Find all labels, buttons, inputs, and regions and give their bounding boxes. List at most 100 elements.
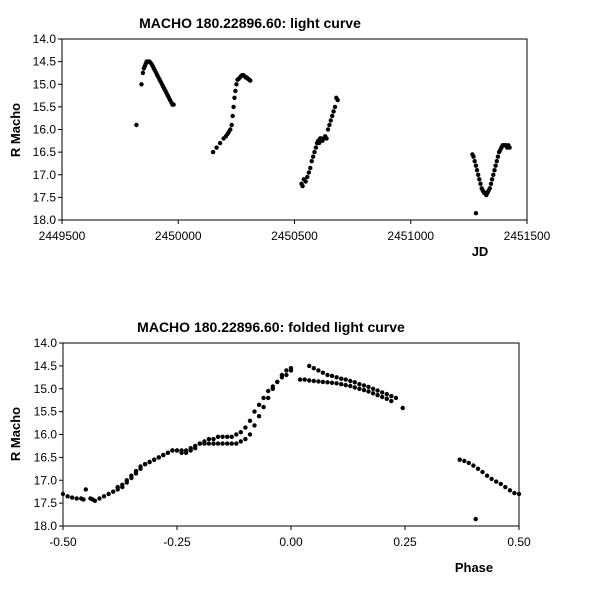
chart-2-data-point (215, 434, 221, 439)
chart-1-data-point (230, 113, 235, 119)
chart-1-x-ticks: 2449500 2450000 2450500 2451000 2451500 (39, 220, 551, 243)
chart-2-data-point (334, 375, 339, 380)
chart-2-data-point (261, 404, 266, 410)
chart-2-data-point (471, 463, 476, 468)
chart-2-data-point (147, 459, 152, 465)
chart-1-data-point (210, 149, 216, 155)
chart-2-data-point (234, 441, 239, 446)
chart-1-data-point (232, 95, 237, 101)
chart-2-data-point (393, 395, 399, 401)
chart-1-y-tick-label: 18.0 (33, 213, 57, 227)
chart-2-data-point (507, 488, 513, 493)
chart-2-data-point (339, 382, 344, 387)
chart-1-data-point (233, 88, 238, 94)
chart-2-data-point (494, 479, 499, 484)
chart-1-data-point (331, 109, 336, 114)
chart-2-data-point (284, 368, 289, 373)
chart-1-data-point (328, 118, 333, 123)
chart-1-data-point (478, 181, 483, 186)
chart-2-data-point (320, 379, 326, 385)
chart-2-data-point (380, 390, 385, 395)
chart-2-data-point (302, 377, 307, 382)
chart-1-data-point (300, 183, 305, 189)
chart-1-data-point (491, 172, 496, 177)
chart-1-data-point (234, 82, 239, 87)
chart-2-data-point (480, 469, 485, 475)
chart-2-data-point (297, 377, 303, 382)
chart-2-data-point (343, 377, 348, 382)
chart-1-y-tick-label: 15.5 (33, 100, 57, 114)
chart-2-data-point (284, 372, 289, 378)
chart-2-data-point (400, 405, 405, 411)
chart-1-data-point (489, 177, 495, 182)
chart-1-data-point (217, 140, 223, 146)
chart-2-y-tick-label: 18.0 (34, 519, 58, 533)
chart-2-x-axis-label: Phase (455, 560, 493, 575)
chart-2-data-point (329, 373, 335, 379)
chart-2-data-point (211, 436, 216, 442)
chart-2-data-point (329, 380, 335, 385)
chart-2-data-point (473, 516, 478, 522)
chart-2-data-point (133, 471, 139, 476)
chart-1-x-tick-label: 2451000 (387, 229, 434, 243)
chart-2-data-point (101, 494, 107, 499)
chart-2-data-point (202, 439, 207, 444)
chart-2-data-point (252, 409, 257, 414)
chart-1-y-tick-label: 15.0 (33, 77, 57, 91)
chart-1-y-tick-label: 14.0 (33, 32, 57, 46)
chart-2-data-point (238, 439, 243, 444)
chart-2-data-point (357, 382, 362, 387)
chart-light-curve: MACHO 180.22896.60: light curve R Macho … (8, 15, 551, 259)
chart-folded-light-curve: MACHO 180.22896.60: folded light curve R… (8, 319, 531, 575)
chart-2-data-point (206, 441, 212, 446)
chart-2-data-point (124, 480, 129, 485)
chart-2-y-ticks: 14.0 14.5 15.0 15.5 16.0 16.5 17.0 17.5 18.0 (34, 336, 63, 533)
chart-2-data-point (311, 366, 316, 371)
chart-1-data-point (139, 82, 144, 87)
chart-2-x-tick-label: 0.25 (393, 535, 417, 549)
chart-2-x-tick-label: 0.50 (507, 535, 531, 549)
chart-1-y-tick-label: 14.5 (33, 55, 57, 69)
chart-2-data-point (83, 487, 89, 492)
chart-1-y-axis-label: R Macho (8, 103, 23, 157)
chart-2-data-point (193, 446, 198, 451)
chart-1-y-tick-label: 17.0 (33, 168, 57, 182)
chart-1-data-point (306, 170, 312, 175)
chart-2-data-point (325, 380, 330, 385)
chart-2-data-point (165, 450, 171, 455)
chart-1-title: MACHO 180.22896.60: light curve (139, 15, 361, 31)
chart-2-data-point (457, 457, 462, 462)
chart-2-data-point (243, 436, 248, 442)
chart-1-y-tick-label: 16.0 (33, 123, 57, 137)
chart-1-data-point (493, 163, 498, 168)
chart-2-data-point (375, 388, 380, 393)
chart-2-data-point (384, 392, 389, 397)
chart-2-data-point (352, 385, 357, 390)
chart-2-data-point (188, 448, 193, 453)
chart-2-data-point (161, 452, 166, 458)
chart-2-data-point (320, 370, 326, 375)
chart-1-data-point (308, 165, 313, 171)
chart-2-y-tick-label: 17.5 (34, 496, 58, 510)
chart-2-data-point (142, 462, 148, 467)
chart-1-data-point (313, 145, 319, 150)
chart-2-data-point (225, 441, 230, 446)
chart-2-x-ticks: -0.50 -0.25 0.00 0.25 0.50 (49, 526, 531, 549)
chart-1-x-axis-label: JD (472, 244, 489, 259)
chart-2-y-tick-label: 15.5 (34, 405, 58, 419)
chart-2-data-point (138, 466, 143, 471)
chart-2-data-point (174, 448, 180, 453)
chart-2-data-point (69, 495, 75, 500)
chart-1-data-point (214, 145, 219, 150)
chart-1-data-point (507, 145, 512, 150)
chart-2-data-point (334, 381, 339, 386)
chart-1-data-point (471, 154, 476, 159)
chart-2-data-point (229, 441, 234, 446)
chart-2-data-point (247, 418, 253, 423)
chart-2-data-point (366, 384, 371, 390)
chart-2-y-tick-label: 15.0 (34, 382, 58, 396)
chart-1-data-point (477, 177, 482, 182)
chart-2-data-point (111, 489, 116, 494)
chart-2-data-point (120, 484, 125, 490)
chart-1-x-tick-label: 2449500 (39, 229, 86, 243)
